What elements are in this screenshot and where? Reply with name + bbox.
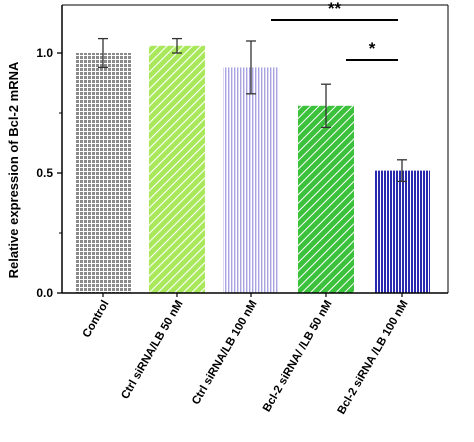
y-tick-label-1: 0.5	[36, 166, 53, 180]
bar-4	[298, 105, 354, 293]
bars-layer	[75, 45, 430, 294]
y-axis-title: Relative expression of Bcl-2 mRNA	[6, 61, 21, 278]
x-category-label-3: Bcl-2 siRNA/ /LB 50 nM	[261, 299, 335, 415]
significance-label-1: *	[369, 39, 376, 58]
x-labels-layer: Control Ctrl siRNA/LB 50 nM Ctrl siRNA/LB …	[81, 293, 411, 416]
axes-layer	[61, 4, 449, 294]
y-ticks-layer: 0.0 0.5 1.0	[36, 46, 62, 300]
bar-5	[374, 170, 430, 293]
x-category-label-0: Control	[81, 299, 112, 340]
significance-layer: ***	[271, 0, 398, 61]
bar-2	[149, 45, 205, 293]
x-category-label-4: Bcl-2 siRNA /LB 100 nM	[336, 299, 411, 417]
bar-1	[75, 53, 131, 293]
bar-3	[223, 67, 279, 294]
significance-label-0: **	[328, 0, 342, 18]
error-bars-layer	[98, 37, 407, 183]
y-tick-label-2: 1.0	[36, 46, 53, 60]
x-category-label-1: Ctrl siRNA/LB 50 nM	[119, 299, 185, 402]
x-category-label-2: Ctrl siRNA/LB 100 nM	[190, 299, 260, 407]
y-tick-label-0: 0.0	[36, 286, 53, 300]
